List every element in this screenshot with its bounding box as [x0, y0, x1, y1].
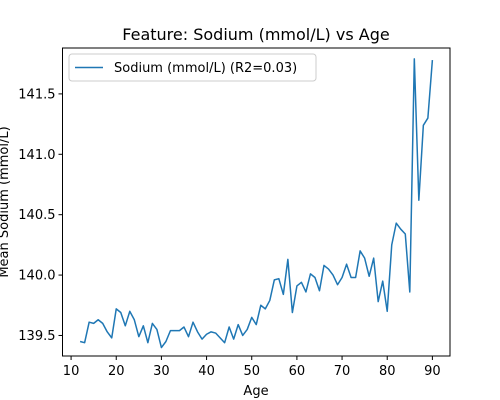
plot-area [79, 58, 434, 349]
x-tick-label: 50 [243, 364, 260, 379]
y-tick-label: 141.5 [18, 87, 55, 102]
y-tick-label: 141.0 [18, 148, 55, 163]
legend: Sodium (mmol/L) (R2=0.03) [68, 53, 317, 82]
x-tick-label: 40 [198, 364, 215, 379]
x-tick-label: 80 [379, 364, 396, 379]
chart-title: Feature: Sodium (mmol/L) vs Age [122, 25, 389, 44]
legend-entry-sodium: Sodium (mmol/L) (R2=0.03) [114, 61, 297, 76]
x-tick-label: 70 [334, 364, 351, 379]
x-tick-label: 90 [424, 364, 441, 379]
x-tick-label: 60 [289, 364, 306, 379]
y-axis-label: Mean Sodium (mmol/L) [0, 126, 12, 277]
x-tick-label: 20 [108, 364, 125, 379]
y-tick-label: 139.5 [18, 329, 55, 344]
series-line-0 [79, 58, 434, 349]
x-axis-label: Age [243, 384, 268, 399]
x-tick-label: 10 [63, 364, 80, 379]
legend-box [68, 53, 317, 82]
x-axis-ticks: 10 20 30 40 50 60 70 80 90 [63, 356, 441, 379]
x-tick-label: 30 [153, 364, 170, 379]
y-axis-ticks: 139.5 140.0 140.5 141.0 141.5 [18, 87, 63, 344]
axes-frame [62, 47, 451, 357]
y-tick-label: 140.0 [18, 269, 55, 284]
y-tick-label: 140.5 [18, 208, 55, 223]
